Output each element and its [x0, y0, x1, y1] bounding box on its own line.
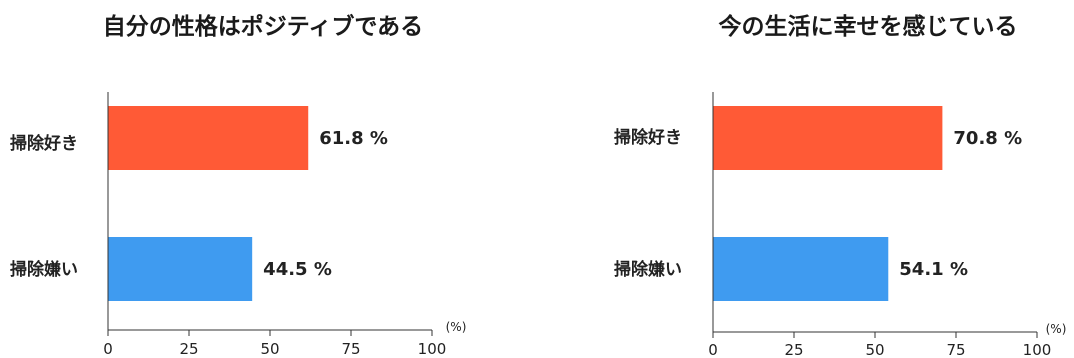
- chart-right-x-unit: (%): [1046, 322, 1067, 336]
- chart-left-tick-label-0: 0: [103, 340, 113, 358]
- chart-right-tick-label-3: 75: [946, 341, 965, 358]
- chart-left-x-unit: (%): [446, 320, 467, 334]
- chart-right-tick-label-1: 25: [784, 341, 803, 358]
- chart-left-tick-label-2: 50: [260, 340, 279, 358]
- chart-left-category-0: 掃除好き: [10, 133, 78, 154]
- chart-left-value-label-1: 44.5 %: [263, 259, 332, 280]
- chart-left-category-1: 掃除嫌い: [10, 259, 78, 280]
- chart-right-tick-label-0: 0: [708, 341, 718, 358]
- chart-left: 自分の性格はポジティブである 掃除好き 掃除嫌い 61.8 % 44.5 % 0…: [10, 13, 466, 358]
- chart-left-value-label-0: 61.8 %: [319, 128, 388, 149]
- chart-right-tick-label-4: 100: [1023, 341, 1052, 358]
- chart-left-title: 自分の性格はポジティブである: [103, 13, 423, 40]
- chart-left-tick-label-3: 75: [341, 340, 360, 358]
- chart-left-bar-1: [108, 237, 253, 301]
- chart-left-tick-label-4: 100: [418, 340, 447, 358]
- chart-right-title: 今の生活に幸せを感じている: [719, 13, 1018, 40]
- chart-right-category-1: 掃除嫌い: [614, 259, 682, 280]
- chart-right-category-0: 掃除好き: [614, 127, 682, 148]
- chart-right-bar-1: [713, 237, 889, 301]
- chart-left-bar-0: [108, 106, 309, 170]
- chart-right-bar-0: [713, 106, 943, 170]
- chart-right-tick-label-2: 50: [865, 341, 884, 358]
- chart-left-tick-label-1: 25: [179, 340, 198, 358]
- chart-right-value-label-1: 54.1 %: [899, 259, 968, 280]
- chart-right-value-label-0: 70.8 %: [953, 128, 1022, 149]
- chart-right: 今の生活に幸せを感じている 掃除好き 掃除嫌い 70.8 % 54.1 % 0 …: [614, 13, 1066, 358]
